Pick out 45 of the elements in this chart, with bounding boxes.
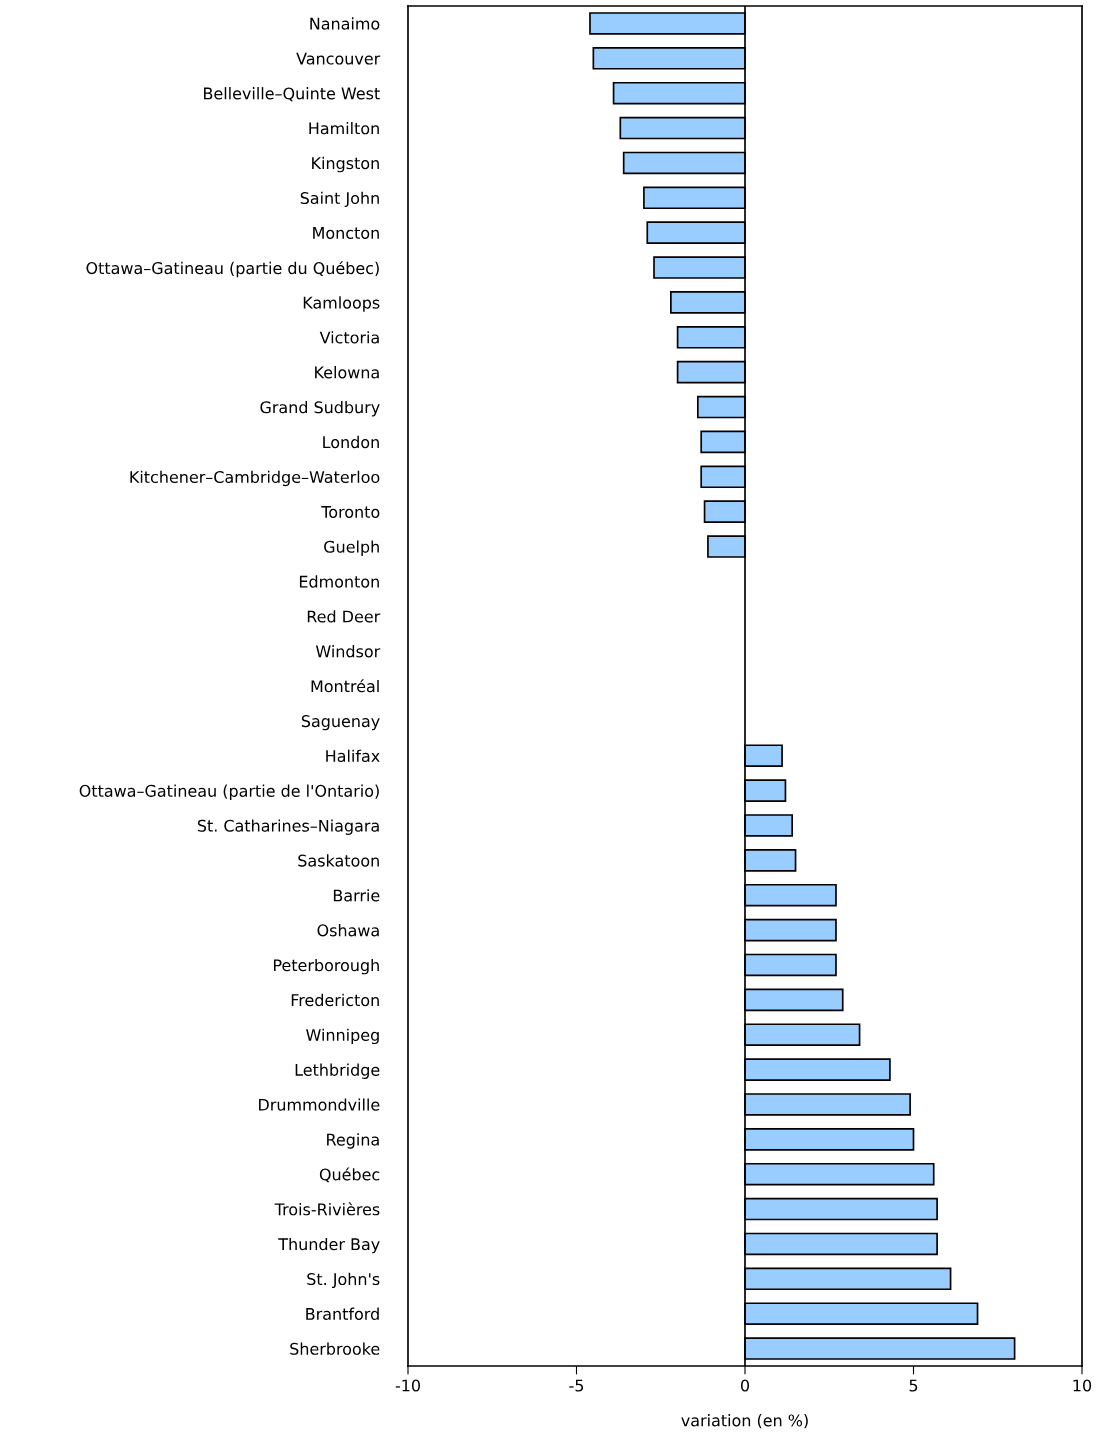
y-tick-label: Kitchener–Cambridge–Waterloo (130, 470, 380, 487)
y-tick-label: Ottawa–Gatineau (partie de l'Ontario) (79, 784, 379, 801)
y-tick-label: Grand Sudbury (260, 400, 380, 417)
y-tick-label: Kelowna (315, 366, 379, 379)
y-tick-label: Oshawa (317, 924, 379, 937)
y-tick-label: London (323, 435, 379, 449)
y-tick-label: Edmonton (299, 575, 379, 588)
y-tick-label: Kamloops (303, 296, 380, 312)
y-tick-label: Winnipeg (306, 1028, 379, 1045)
y-tick-label: Drummondville (259, 1098, 380, 1111)
x-tick-label: 5 (909, 1379, 918, 1392)
y-tick-label: Ottawa–Gatineau (partie du Québec) (86, 261, 379, 278)
y-tick-label: Saskatoon (298, 854, 379, 867)
y-tick-label: Vancouver (296, 52, 381, 65)
y-tick-label: Nanaimo (310, 17, 380, 30)
y-tick-label: Peterborough (273, 958, 379, 975)
y-tick-label: Brantford (306, 1307, 379, 1320)
y-tick-label: Red Deer (307, 610, 381, 623)
y-tick-label: Fredericton (291, 993, 379, 1007)
y-tick-label: Toronto (321, 506, 380, 518)
y-tick-label: Windsor (315, 645, 381, 658)
x-tick-label: 0 (740, 1379, 750, 1392)
x-tick-label: -5 (569, 1379, 584, 1392)
y-tick-label: Victoria (319, 331, 379, 344)
y-tick-label: Saint John (300, 191, 379, 208)
y-tick-label: Halifax (326, 749, 380, 763)
y-tick-label: Moncton (313, 227, 379, 239)
y-tick-label: St. Catharines–Niagara (197, 819, 379, 835)
y-tick-label: Montréal (311, 679, 379, 693)
y-tick-label: Kingston (312, 156, 379, 173)
y-tick-label: Thunder Bay (278, 1237, 380, 1254)
y-tick-label: Belleville–Quinte West (204, 87, 380, 102)
x-tick-label: -10 (395, 1379, 420, 1392)
x-tick-label: 10 (1073, 1379, 1092, 1392)
y-tick-label: Sherbrooke (290, 1342, 380, 1355)
y-tick-label: Guelph (324, 540, 379, 556)
y-tick-label: Barrie (333, 889, 380, 902)
y-tick-label: Saguenay (301, 715, 380, 731)
y-tick-label: Regina (327, 1133, 379, 1149)
y-tick-label: Hamilton (309, 121, 379, 135)
y-tick-label: Trois-Rivières (274, 1202, 380, 1216)
y-tick-label: Québec (319, 1167, 380, 1183)
y-tick-label: Lethbridge (295, 1063, 380, 1079)
x-axis-title: variation (en %) (681, 1414, 808, 1429)
y-tick-label: St. John's (307, 1272, 380, 1289)
